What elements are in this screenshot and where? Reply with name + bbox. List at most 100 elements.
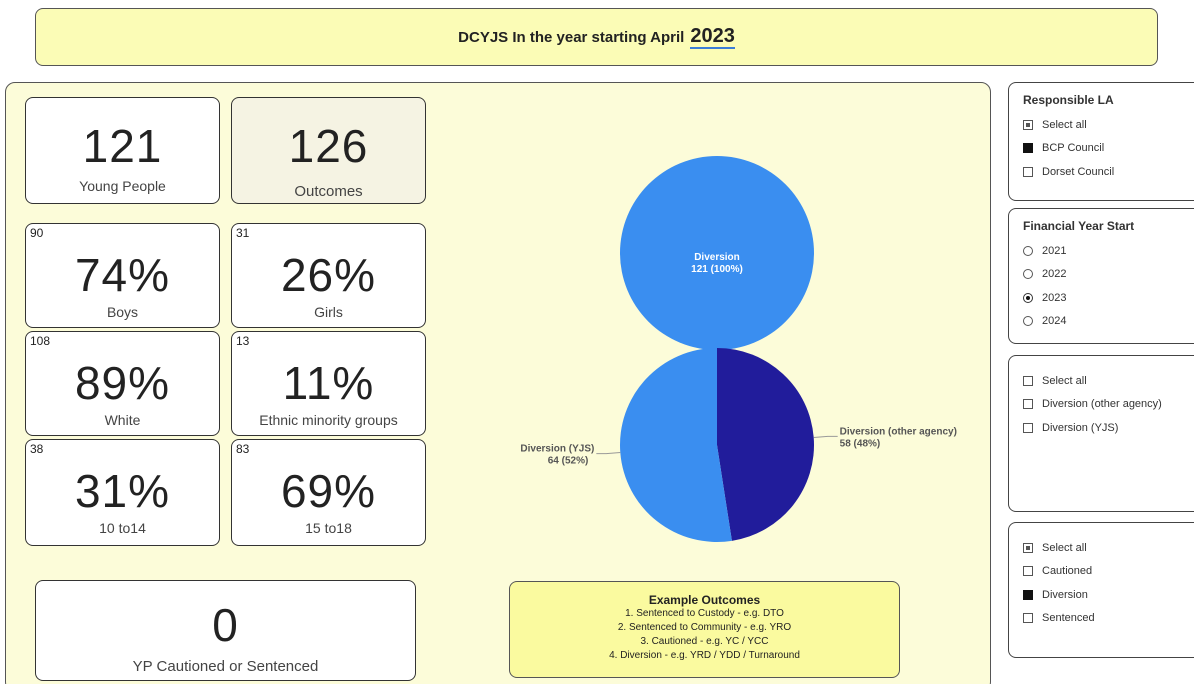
slicer-checkbox[interactable] bbox=[1023, 375, 1033, 386]
split-percent: 26% bbox=[280, 249, 377, 301]
slicer-radio[interactable] bbox=[1023, 245, 1033, 256]
split-card: 13 11% Ethnic minority groups bbox=[231, 331, 426, 436]
split-label: White bbox=[104, 412, 141, 428]
pie-value-label: 58 (48%) bbox=[840, 438, 881, 449]
pie-value-label: 64 (52%) bbox=[548, 456, 589, 467]
split-label: Boys bbox=[106, 304, 139, 320]
bottom-card: 0 YP Cautioned or Sentenced bbox=[35, 580, 416, 681]
split-label: Girls bbox=[314, 304, 343, 320]
slicer-radio[interactable] bbox=[1023, 269, 1033, 280]
slicer-checkbox[interactable] bbox=[1023, 399, 1033, 410]
kpi-value: 121 bbox=[82, 120, 163, 172]
slicer-checkbox[interactable] bbox=[1023, 166, 1033, 177]
slicer-title: Responsible LA bbox=[1023, 93, 1114, 107]
split-percent: 89% bbox=[74, 357, 171, 409]
bottom-value: 0 bbox=[212, 599, 239, 651]
slicer: Select all Diversion (other agency) Divers… bbox=[1008, 355, 1194, 512]
slicer-item[interactable]: 2023 bbox=[1023, 286, 1194, 310]
slicer-item[interactable]: Diversion (other agency) bbox=[1023, 393, 1194, 417]
pie-slice bbox=[620, 348, 732, 542]
slicer: Responsible LA Select all BCP Council Dorse… bbox=[1008, 82, 1194, 201]
slicer-item-label[interactable]: Sentenced bbox=[1042, 612, 1095, 625]
split-count: 31 bbox=[236, 226, 250, 240]
split-count: 83 bbox=[236, 442, 250, 456]
slicer-title: Financial Year Start bbox=[1023, 219, 1135, 233]
slicer-item[interactable]: Select all bbox=[1023, 536, 1194, 560]
slicer-item-label[interactable]: Select all bbox=[1042, 541, 1087, 554]
split-label: Ethnic minority groups bbox=[259, 412, 398, 428]
pie-slice bbox=[717, 348, 815, 541]
split-percent: 69% bbox=[280, 465, 377, 517]
pie-category-label: Diversion (other agency) bbox=[840, 426, 957, 437]
slicer-item-label[interactable]: Cautioned bbox=[1042, 565, 1093, 578]
slicer-radio[interactable] bbox=[1023, 316, 1033, 327]
header-title: DCYJS In the year starting April bbox=[458, 28, 685, 46]
slicer-radio[interactable] bbox=[1023, 292, 1033, 303]
pie-category-label: Diversion (YJS) bbox=[520, 444, 594, 455]
split-percent: 74% bbox=[74, 249, 171, 301]
split-count: 38 bbox=[30, 442, 44, 456]
header-year: 2023 bbox=[690, 25, 735, 49]
leader-line bbox=[813, 435, 838, 439]
slicer-item[interactable]: Diversion bbox=[1023, 583, 1194, 607]
split-card: 108 89% White bbox=[25, 331, 220, 436]
split-count: 13 bbox=[236, 334, 250, 348]
slicer-item-label[interactable]: Diversion (other agency) bbox=[1042, 398, 1162, 411]
example-outcome-item: 4. Diversion - e.g. YRD / YDD / Turnarou… bbox=[609, 650, 800, 661]
split-card: 83 69% 15 to18 bbox=[231, 439, 426, 546]
slicer-item[interactable]: 2021 bbox=[1023, 239, 1194, 263]
kpi-card: 121 Young People bbox=[25, 97, 220, 204]
split-label: 10 to14 bbox=[99, 520, 146, 536]
pie-value-label: 121 (100%) bbox=[691, 264, 743, 275]
split-percent: 31% bbox=[74, 465, 171, 517]
leader-line bbox=[596, 451, 621, 455]
pie-category-label: Diversion bbox=[694, 252, 740, 263]
slicer-item[interactable]: Dorset Council bbox=[1023, 160, 1194, 184]
split-card: 38 31% 10 to14 bbox=[25, 439, 220, 546]
split-card: 31 26% Girls bbox=[231, 223, 426, 328]
slicer: Select all Cautioned Diversion Sentenced bbox=[1008, 522, 1194, 658]
slicer-item-label[interactable]: 2023 bbox=[1042, 291, 1067, 304]
slicer-item-label[interactable]: Select all bbox=[1042, 118, 1087, 131]
split-label: 15 to18 bbox=[305, 520, 352, 536]
kpi-label: Outcomes bbox=[294, 183, 363, 200]
kpi-label: Young People bbox=[79, 178, 166, 194]
example-outcomes: Example Outcomes 1. Sentenced to Custody… bbox=[509, 581, 900, 678]
slicer-checkbox[interactable] bbox=[1023, 589, 1033, 600]
slicer-item[interactable]: 2024 bbox=[1023, 310, 1194, 334]
slicer-item-label[interactable]: Diversion (YJS) bbox=[1042, 421, 1119, 434]
header: DCYJS In the year starting April 2023 bbox=[35, 8, 1158, 66]
split-card: 90 74% Boys bbox=[25, 223, 220, 328]
slicer-item-label[interactable]: 2024 bbox=[1042, 315, 1067, 328]
slicer-item-label[interactable]: BCP Council bbox=[1042, 142, 1105, 155]
slicer-item[interactable]: Sentenced bbox=[1023, 607, 1194, 631]
slicer-checkbox[interactable] bbox=[1023, 542, 1033, 553]
example-outcome-item: 2. Sentenced to Community - e.g. YRO bbox=[617, 622, 792, 633]
slicer-item-label[interactable]: Dorset Council bbox=[1042, 165, 1115, 178]
slicer-item[interactable]: 2022 bbox=[1023, 263, 1194, 287]
slicer-item-label[interactable]: 2021 bbox=[1042, 244, 1067, 257]
split-percent: 11% bbox=[282, 357, 375, 409]
kpi-card: 126 Outcomes bbox=[231, 97, 426, 204]
slicer-checkbox[interactable] bbox=[1023, 566, 1033, 577]
slicer-checkbox[interactable] bbox=[1023, 119, 1033, 130]
slicer-item-label[interactable]: Diversion bbox=[1042, 588, 1088, 601]
slicer-item[interactable]: Select all bbox=[1023, 113, 1194, 137]
example-outcome-item: 1. Sentenced to Custody - e.g. DTO bbox=[625, 608, 784, 619]
bottom-label: YP Cautioned or Sentenced bbox=[132, 658, 319, 675]
example-outcome-item: 3. Cautioned - e.g. YC / YCC bbox=[640, 636, 769, 647]
slicer-checkbox[interactable] bbox=[1023, 613, 1033, 624]
slicer-item[interactable]: Diversion (YJS) bbox=[1023, 416, 1194, 440]
slicer-item-label[interactable]: 2022 bbox=[1042, 268, 1067, 281]
slicer-checkbox[interactable] bbox=[1023, 143, 1033, 154]
slicer-item[interactable]: BCP Council bbox=[1023, 137, 1194, 161]
split-count: 90 bbox=[30, 226, 44, 240]
pie-slice bbox=[620, 156, 814, 350]
split-count: 108 bbox=[30, 334, 51, 348]
slicer-item[interactable]: Cautioned bbox=[1023, 560, 1194, 584]
slicer-item-label[interactable]: Select all bbox=[1042, 374, 1087, 387]
slicer-item[interactable]: Select all bbox=[1023, 369, 1194, 393]
slicer-checkbox[interactable] bbox=[1023, 422, 1033, 433]
